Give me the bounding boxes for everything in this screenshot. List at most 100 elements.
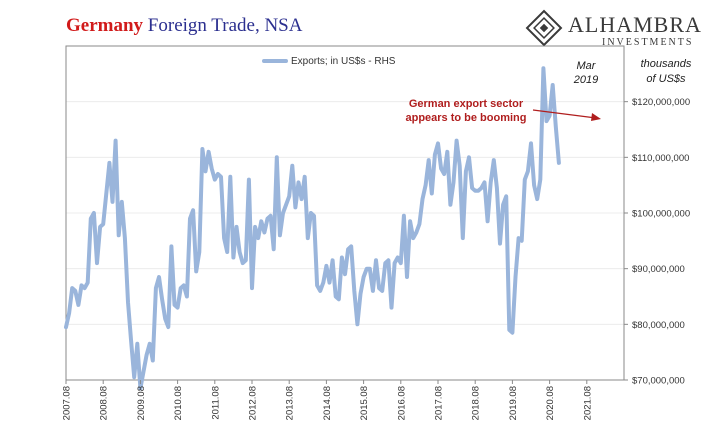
peak-marker-line-1: Mar bbox=[576, 60, 596, 72]
exports-data-point bbox=[235, 226, 238, 228]
exports-data-point bbox=[356, 323, 358, 325]
exports-data-point bbox=[530, 142, 532, 144]
exports-data-point bbox=[363, 276, 365, 278]
exports-series-line bbox=[64, 66, 561, 391]
exports-data-point bbox=[549, 115, 551, 117]
exports-data-point bbox=[555, 126, 557, 128]
x-tick-label: 2015.08 bbox=[359, 386, 370, 420]
exports-data-point bbox=[474, 190, 476, 192]
exports-data-point bbox=[344, 273, 346, 275]
exports-data-point bbox=[335, 295, 337, 298]
x-tick-label: 2007.08 bbox=[62, 386, 73, 420]
peak-marker-line-2: 2019 bbox=[573, 74, 599, 86]
exports-data-point bbox=[409, 220, 411, 222]
exports-data-point bbox=[232, 256, 234, 259]
exports-data-point bbox=[80, 284, 83, 286]
exports-data-point bbox=[164, 318, 166, 320]
exports-data-point bbox=[347, 248, 349, 250]
logo-subtitle: INVESTMENTS bbox=[602, 37, 694, 48]
exports-data-point bbox=[170, 245, 172, 247]
x-tick-label: 2010.08 bbox=[173, 386, 184, 420]
exports-data-point bbox=[527, 170, 529, 172]
y-tick-label: $80,000,000 bbox=[632, 320, 685, 331]
exports-data-point bbox=[462, 237, 464, 239]
exports-data-point bbox=[115, 140, 117, 142]
exports-data-point bbox=[180, 287, 182, 289]
callout-arrow-line bbox=[532, 109, 597, 119]
exports-data-point bbox=[152, 359, 154, 362]
exports-data-point bbox=[245, 259, 247, 261]
exports-data-point bbox=[226, 251, 228, 253]
x-tick-label: 2012.08 bbox=[248, 386, 259, 420]
y-axis: $70,000,000 $80,000,000 $90,000,000 $100,00… bbox=[624, 97, 690, 387]
exports-data-point bbox=[96, 262, 98, 264]
exports-data-point bbox=[452, 181, 455, 183]
x-tick-label: 2013.08 bbox=[285, 386, 296, 420]
legend-label: Exports; in US$s - RHS bbox=[291, 56, 396, 67]
diamond-logo-icon bbox=[525, 9, 563, 47]
exports-data-point bbox=[412, 237, 414, 239]
exports-data-point bbox=[133, 376, 135, 378]
exports-data-point bbox=[390, 307, 393, 309]
exports-data-point bbox=[428, 159, 430, 161]
exports-data-point bbox=[536, 198, 538, 200]
exports-data-point bbox=[239, 251, 241, 253]
series-layer bbox=[64, 66, 561, 391]
exports-data-point bbox=[288, 195, 290, 197]
exports-data-point bbox=[136, 343, 138, 345]
exports-data-point bbox=[332, 259, 334, 261]
exports-data-point bbox=[397, 256, 399, 259]
exports-data-point bbox=[499, 243, 501, 245]
exports-data-point bbox=[223, 237, 225, 239]
exports-data-point bbox=[514, 276, 517, 278]
exports-data-point bbox=[195, 270, 197, 272]
x-tick-label: 2014.08 bbox=[322, 386, 333, 420]
exports-data-point bbox=[248, 179, 250, 181]
exports-data-point bbox=[425, 184, 427, 186]
exports-data-point bbox=[270, 215, 272, 217]
exports-data-point bbox=[220, 176, 222, 178]
units-line-1: thousands bbox=[640, 58, 692, 70]
exports-data-point bbox=[443, 173, 445, 175]
exports-data-point bbox=[421, 198, 424, 200]
exports-data-point bbox=[189, 218, 191, 220]
exports-data-point bbox=[217, 173, 219, 175]
exports-data-point bbox=[301, 198, 303, 200]
exports-data-point bbox=[291, 165, 293, 167]
exports-data-point bbox=[304, 176, 306, 178]
x-tick-label: 2008.08 bbox=[99, 386, 110, 420]
callout-line-1: German export sector bbox=[408, 98, 524, 110]
exports-data-point bbox=[294, 206, 296, 208]
y-tick-label: $120,000,000 bbox=[632, 97, 690, 108]
exports-data-point bbox=[524, 179, 526, 181]
exports-data-point bbox=[260, 220, 262, 222]
exports-data-point bbox=[490, 181, 492, 183]
units-line-2: of US$s bbox=[646, 73, 686, 85]
exports-data-point bbox=[387, 259, 389, 261]
x-tick-label: 2020.08 bbox=[545, 386, 556, 420]
exports-data-point bbox=[539, 179, 541, 181]
chart-legend: Exports; in US$s - RHS bbox=[262, 56, 395, 67]
exports-data-point bbox=[285, 204, 287, 206]
exports-data-point bbox=[149, 343, 151, 345]
exports-data-point bbox=[130, 340, 132, 342]
exports-data-point bbox=[142, 371, 145, 373]
exports-data-point bbox=[456, 140, 458, 142]
exports-data-point bbox=[229, 176, 231, 178]
exports-data-point bbox=[127, 301, 129, 303]
exports-data-point bbox=[521, 240, 523, 242]
exports-data-point bbox=[279, 234, 281, 236]
exports-data-point bbox=[545, 120, 548, 122]
x-tick-label: 2016.08 bbox=[396, 386, 407, 420]
x-tick-label: 2017.08 bbox=[434, 386, 445, 420]
exports-data-point bbox=[328, 282, 331, 284]
title-subject: Foreign Trade, NSA bbox=[143, 15, 303, 36]
exports-data-point bbox=[369, 268, 371, 270]
exports-data-point bbox=[254, 226, 256, 228]
y-tick-label: $90,000,000 bbox=[632, 264, 685, 275]
exports-data-point bbox=[493, 159, 495, 161]
exports-data-point bbox=[431, 192, 433, 195]
logo-name: ALHAMBRA bbox=[568, 12, 702, 37]
exports-data-point bbox=[384, 262, 386, 264]
